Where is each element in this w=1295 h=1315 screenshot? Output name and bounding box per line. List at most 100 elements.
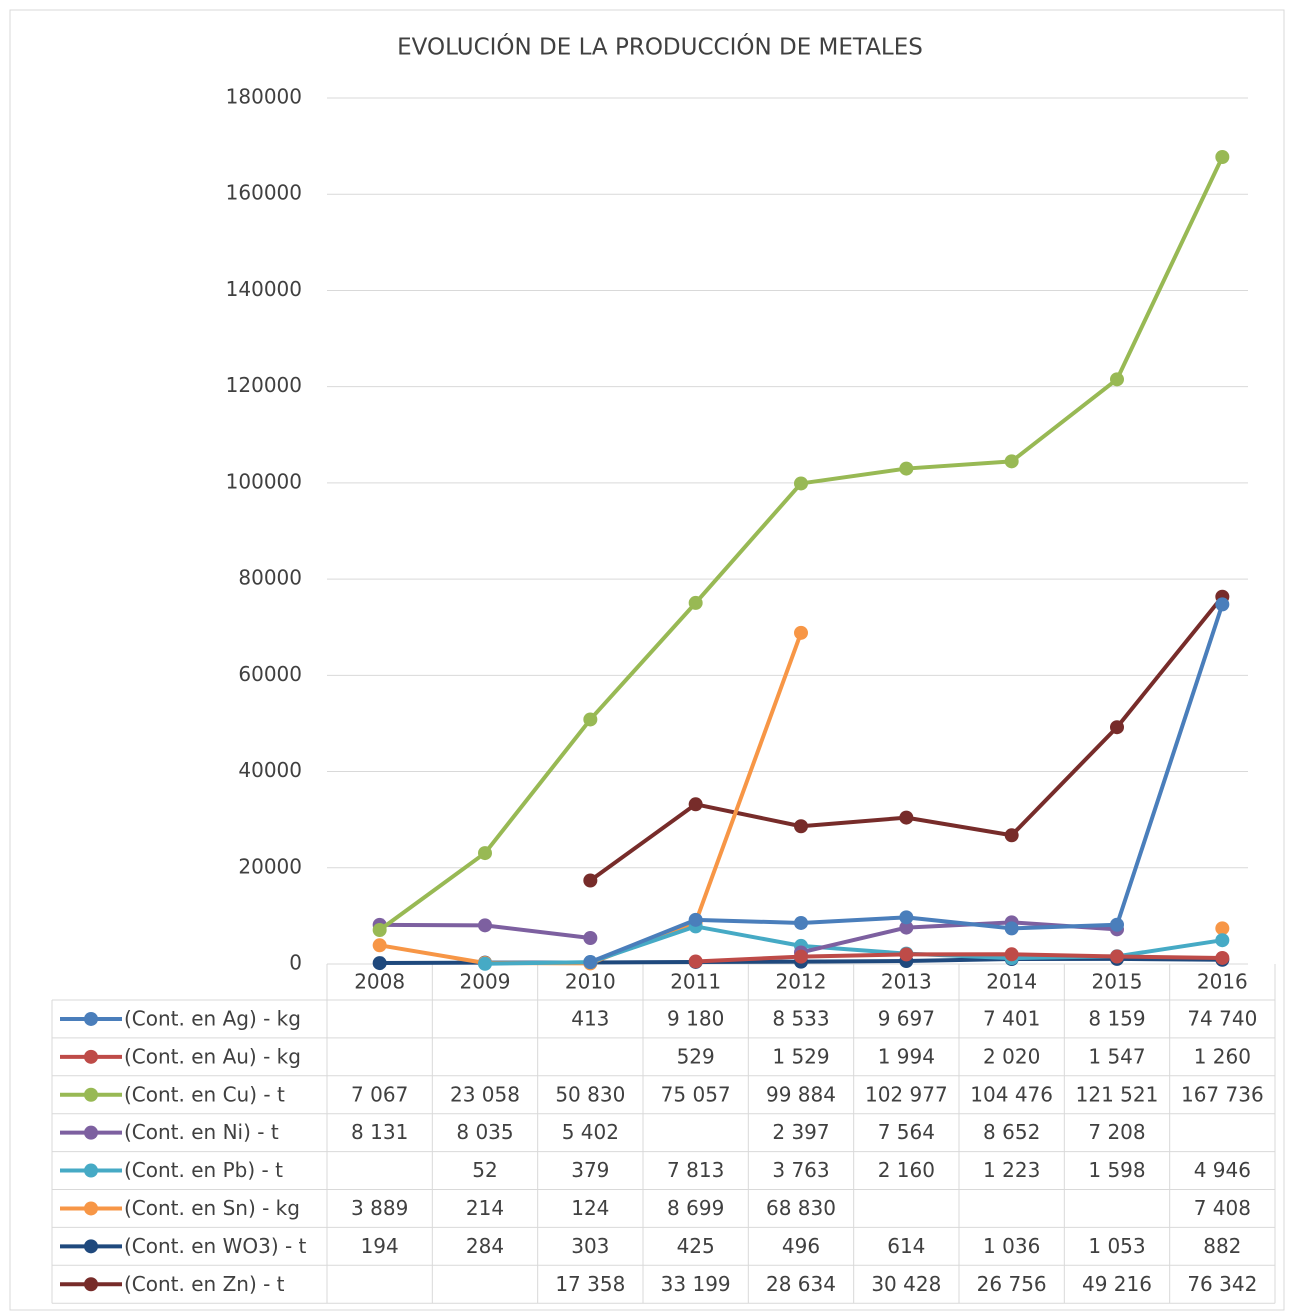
table-cell: 284 [466,1234,504,1258]
table-cell: 7 813 [667,1158,724,1182]
series-marker [1110,949,1124,964]
table-cell: 496 [782,1234,820,1258]
table-cell: 50 830 [555,1082,625,1106]
table-cell: 52 [472,1158,497,1182]
series-marker [1215,950,1230,965]
x-tick-label: 2016 [1197,970,1248,994]
y-tick-label: 160000 [226,181,302,205]
series-marker [794,476,808,491]
table-cell: 124 [571,1196,609,1220]
legend-label: (Cont. en Ni) - t [124,1120,279,1144]
x-tick-label: 2009 [460,970,511,994]
table-cell: 8 652 [983,1120,1040,1144]
table-cell: 23 058 [450,1082,520,1106]
series-marker [1004,454,1019,469]
series-marker [1110,720,1124,735]
table-cell: 7 401 [983,1006,1040,1030]
legend-key-marker [84,1163,98,1178]
table-cell: 303 [571,1234,609,1258]
chart-border [9,9,1285,1311]
series-marker [1004,828,1019,843]
table-cell: 7 564 [878,1120,935,1144]
table-cell: 30 428 [871,1272,941,1296]
table-cell: 8 035 [456,1120,513,1144]
series-marker [372,956,387,971]
table-cell: 1 223 [983,1158,1040,1182]
series-marker [899,810,914,825]
table-cell: 75 057 [661,1082,731,1106]
series-marker [583,712,598,727]
series-marker [583,931,598,946]
x-tick-label: 2012 [776,970,827,994]
series-marker [1215,597,1230,612]
table-cell: 104 476 [970,1082,1053,1106]
table-cell: 379 [571,1158,609,1182]
series-marker [372,938,387,953]
table-cell: 5 402 [562,1120,619,1144]
chart-title: EVOLUCIÓN DE LA PRODUCCIÓN DE METALES [397,33,923,61]
table-cell: 1 260 [1194,1044,1251,1068]
table-cell: 1 598 [1088,1158,1145,1182]
table-cell: 7 408 [1194,1196,1251,1220]
table-cell: 9 697 [878,1006,935,1030]
legend-key-marker [84,1239,98,1254]
y-tick-label: 20000 [238,854,302,878]
y-tick-label: 0 [289,951,302,975]
table-cell: 214 [466,1196,504,1220]
x-tick-label: 2011 [670,970,721,994]
table-cell: 1 053 [1088,1234,1145,1258]
table-cell: 194 [361,1234,399,1258]
series-marker [1110,372,1124,387]
series-marker [478,846,492,861]
series-marker [478,918,492,933]
series-marker [1110,917,1124,932]
series-line [695,952,1223,964]
series-marker [478,956,492,971]
series-marker [899,947,914,962]
x-tick-label: 2013 [881,970,932,994]
table-cell: 26 756 [977,1272,1047,1296]
table-cell: 614 [887,1234,925,1258]
table-cell: 529 [677,1044,715,1068]
table-cell: 74 740 [1187,1006,1257,1030]
y-tick-label: 100000 [226,469,302,493]
legend-key-marker [84,1201,98,1216]
y-tick-label: 180000 [226,85,302,109]
series-marker [1004,947,1019,962]
series-marker [688,595,703,610]
y-tick-label: 60000 [238,662,302,686]
legend-key-marker [84,1011,98,1026]
series-marker [1004,921,1019,936]
series-marker [1215,150,1230,165]
table-cell: 2 020 [983,1044,1040,1068]
table-cell: 8 533 [772,1006,829,1030]
y-tick-label: 120000 [226,373,302,397]
table-cell: 167 736 [1181,1082,1264,1106]
series-marker [794,949,808,964]
series-marker [688,797,703,812]
table-cell: 413 [571,1006,609,1030]
series-marker [1215,933,1230,948]
table-cell: 102 977 [865,1082,948,1106]
x-tick-label: 2008 [354,970,405,994]
table-cell: 33 199 [661,1272,731,1296]
legend-label: (Cont. en Pb) - t [124,1158,283,1182]
table-cell: 121 521 [1076,1082,1159,1106]
table-cell: 1 547 [1088,1044,1145,1068]
table-cell: 1 036 [983,1234,1040,1258]
series-marker [1215,921,1230,936]
series-marker [899,910,914,925]
legend-label: (Cont. en Cu) - t [124,1082,285,1106]
series-marker [583,955,598,970]
legend-key-marker [84,1277,98,1292]
series-marker [688,912,703,927]
series-marker [794,819,808,834]
table-cell: 76 342 [1187,1272,1257,1296]
table-cell: 2 397 [772,1120,829,1144]
legend-key-marker [84,1087,98,1102]
table-cell: 3 889 [351,1196,408,1220]
legend-key-marker [84,1125,98,1140]
table-cell: 7 067 [351,1082,408,1106]
legend-label: (Cont. en Au) - kg [124,1044,301,1068]
